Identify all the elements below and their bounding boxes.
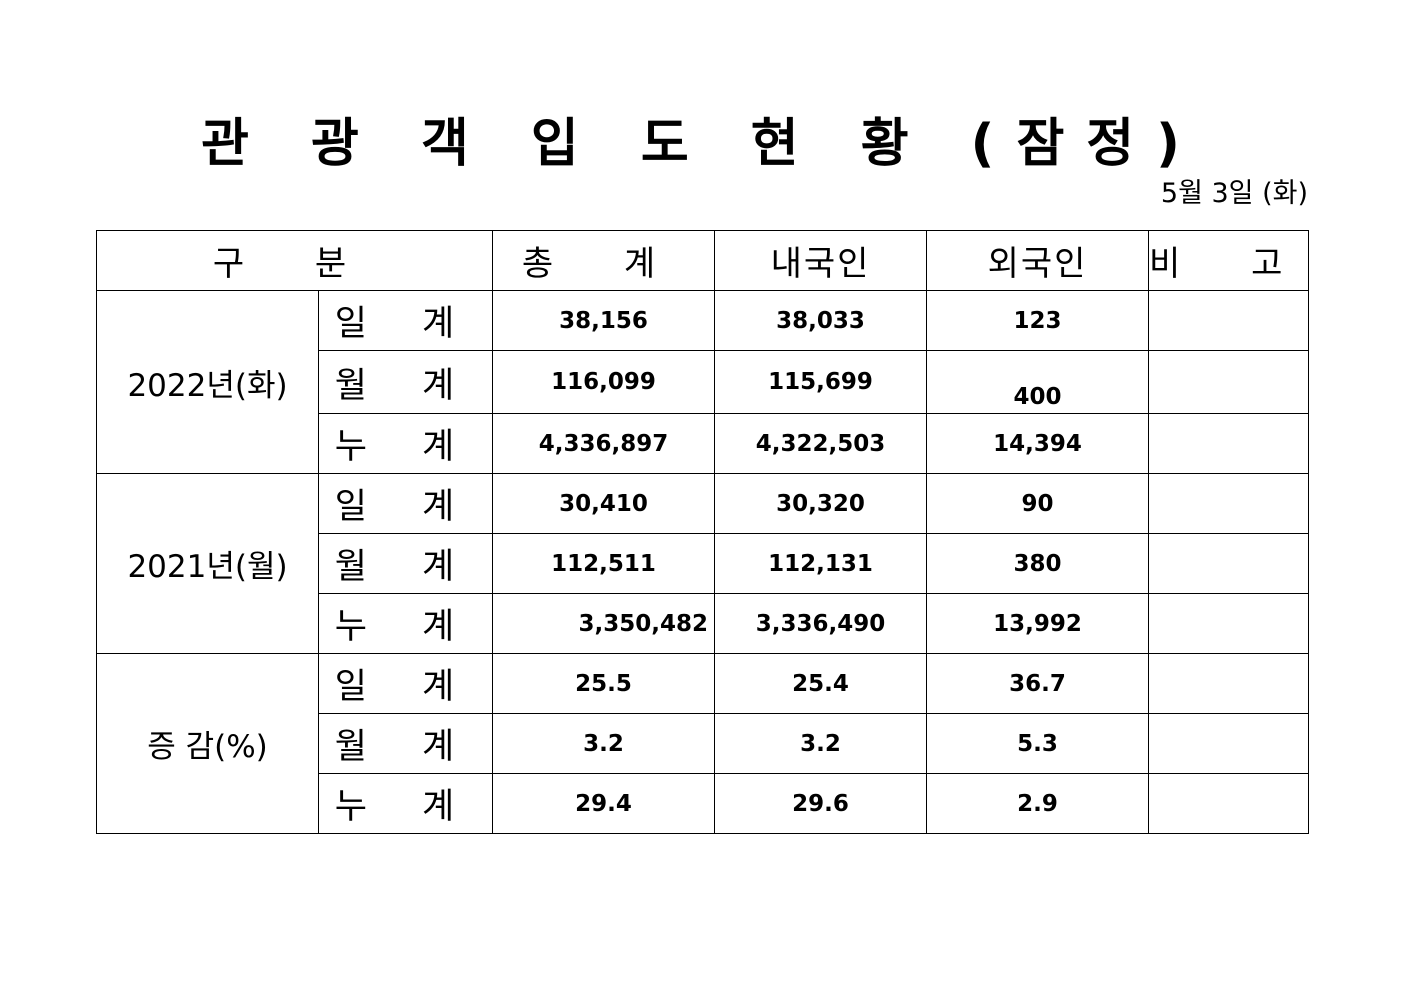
- cell-remarks: [1148, 350, 1309, 414]
- cell-total: 3.2: [492, 713, 715, 774]
- table-row: 누 계 4,336,897 4,322,503 14,394: [97, 413, 1309, 474]
- tourist-arrivals-table: 구 분 총 계 내국인 외국인 비 고 2022년(화) 일 계 38,156 …: [96, 230, 1309, 834]
- cell-remarks: [1148, 593, 1309, 654]
- cell-remarks: [1148, 653, 1309, 714]
- table-row: 2022년(화) 일 계 38,156 38,033 123: [96, 290, 1309, 474]
- group-label-change: 증 감(%): [96, 653, 319, 834]
- cell-total: 112,511: [492, 533, 715, 594]
- cell-foreign: 14,394: [926, 413, 1149, 474]
- cell-foreign: 36.7: [926, 653, 1149, 714]
- cell-total: 29.4: [492, 773, 715, 834]
- table-row: 월 계 112,511 112,131 380: [97, 533, 1309, 594]
- header-category: 구 분: [96, 230, 493, 291]
- cell-foreign: 2.9: [926, 773, 1149, 834]
- header-total: 총 계: [492, 230, 715, 291]
- cell-total: 38,156: [492, 290, 715, 351]
- cell-total: 3,350,482: [492, 593, 715, 654]
- cell-foreign: 123: [926, 290, 1149, 351]
- row-label: 월 계: [318, 533, 493, 594]
- row-label: 누 계: [318, 773, 493, 834]
- table-row: 누 계 29.4 29.6 2.9: [97, 773, 1309, 834]
- cell-remarks: [1148, 290, 1309, 351]
- cell-foreign: 13,992: [926, 593, 1149, 654]
- row-label: 월 계: [318, 350, 493, 414]
- cell-remarks: [1148, 773, 1309, 834]
- cell-domestic: 112,131: [714, 533, 927, 594]
- group-label-2022: 2022년(화): [96, 290, 319, 474]
- row-label: 일 계: [318, 653, 493, 714]
- table-row: 2021년(월) 일 계 30,410 30,320 90: [96, 473, 1309, 654]
- header-domestic: 내국인: [714, 230, 927, 291]
- row-label: 누 계: [318, 593, 493, 654]
- table-row: 월 계 3.2 3.2 5.3: [97, 713, 1309, 774]
- cell-total: 25.5: [492, 653, 715, 714]
- row-label: 일 계: [318, 290, 493, 351]
- cell-total: 4,336,897: [492, 413, 715, 474]
- cell-foreign: 380: [926, 533, 1149, 594]
- cell-domestic: 115,699: [714, 350, 927, 414]
- cell-remarks: [1148, 413, 1309, 474]
- cell-foreign: 5.3: [926, 713, 1149, 774]
- table-row: 증 감(%) 일 계 25.5 25.4 36.7: [96, 653, 1309, 834]
- header-remarks: 비 고: [1148, 230, 1309, 291]
- cell-domestic: 29.6: [714, 773, 927, 834]
- header-foreign: 외국인: [926, 230, 1149, 291]
- cell-total: 116,099: [492, 350, 715, 414]
- row-label: 일 계: [318, 473, 493, 534]
- table-row: 누 계 3,350,482 3,336,490 13,992: [97, 593, 1309, 654]
- cell-domestic: 25.4: [714, 653, 927, 714]
- row-label: 누 계: [318, 413, 493, 474]
- cell-total: 30,410: [492, 473, 715, 534]
- cell-domestic: 3,336,490: [714, 593, 927, 654]
- cell-foreign: 90: [926, 473, 1149, 534]
- cell-domestic: 38,033: [714, 290, 927, 351]
- cell-remarks: [1148, 473, 1309, 534]
- cell-domestic: 4,322,503: [714, 413, 927, 474]
- group-label-2021: 2021년(월): [96, 473, 319, 654]
- cell-domestic: 30,320: [714, 473, 927, 534]
- page-title: 관 광 객 입 도 현 황 (잠정): [201, 114, 1202, 174]
- row-label: 월 계: [318, 713, 493, 774]
- cell-domestic: 3.2: [714, 713, 927, 774]
- cell-remarks: [1148, 533, 1309, 594]
- report-date: 5월 3일 (화): [1160, 178, 1308, 209]
- cell-remarks: [1148, 713, 1309, 774]
- table-header-row: 구 분 총 계 내국인 외국인 비 고: [96, 230, 1309, 291]
- cell-foreign: 400: [926, 350, 1149, 414]
